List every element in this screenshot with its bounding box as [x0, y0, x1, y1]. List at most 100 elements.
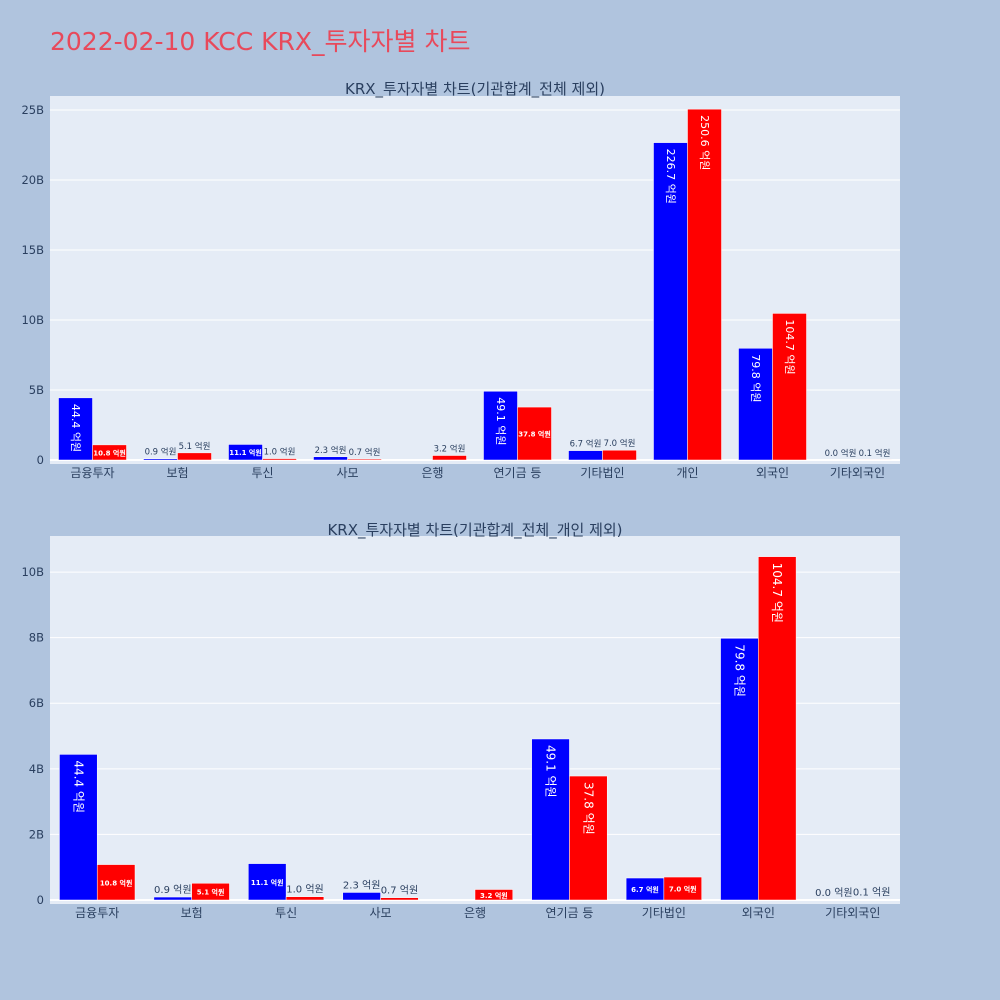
y-tick-label-1-0: 0 [37, 893, 44, 907]
y-tick-label-0-0: 0 [37, 453, 44, 467]
bar-0-0-7 [653, 142, 688, 461]
x-tick-label-1-7: 외국인 [742, 906, 775, 920]
data-label-1-0-1: 0.9 억원 [154, 884, 191, 896]
bar-1-1-2 [285, 896, 325, 901]
data-label-0-1-6: 7.0 억원 [604, 438, 636, 449]
y-tick-label-0-3: 15B [21, 243, 44, 257]
bar-1-0-0 [59, 754, 98, 901]
data-label-0-0-9: 0.0 억원 [825, 448, 857, 459]
bar-0-0-5 [483, 391, 518, 461]
x-tick-label-1-6: 기타법인 [642, 906, 686, 920]
page-title: 2022-02-10 KCC KRX_투자자별 차트 [50, 27, 471, 56]
data-label-0-0-8: 79.8 억원 [749, 354, 762, 402]
y-tick-label-1-1: 2B [29, 827, 44, 841]
data-label-1-0-5: 49.1 억원 [544, 745, 558, 798]
bar-0-1-2 [262, 458, 297, 461]
bar-0-1-7 [687, 108, 722, 461]
chart-title-1: KRX_투자자별 차트(기관합계_전체_개인 제외) [327, 521, 622, 540]
bar-1-0-2 [248, 863, 287, 901]
y-tick-label-0-5: 25B [21, 103, 44, 117]
bar-1-1-3 [380, 897, 419, 901]
x-tick-label-0-2: 투신 [251, 466, 273, 480]
bar-0-1-4 [432, 455, 467, 461]
x-tick-label-0-6: 기타법인 [580, 466, 624, 480]
y-tick-label-1-3: 6B [29, 696, 44, 710]
bar-1-1-7 [758, 556, 797, 901]
x-tick-label-0-4: 은행 [421, 465, 443, 480]
data-label-1-0-6: 6.7 억원 [631, 885, 659, 894]
bar-0-0-2 [228, 444, 263, 461]
data-label-1-0-3: 2.3 억원 [343, 879, 380, 891]
bar-0-1-3 [347, 458, 382, 461]
data-label-1-1-0: 10.8 억원 [100, 878, 133, 887]
bar-1-1-1 [191, 883, 230, 901]
bar-0-1-8 [772, 313, 807, 461]
x-tick-label-1-0: 금융투자 [75, 906, 119, 920]
bar-1-1-6 [663, 876, 702, 901]
bar-1-0-5 [531, 738, 570, 901]
x-tick-label-0-8: 외국인 [756, 466, 789, 480]
data-label-0-0-7: 226.7 억원 [664, 149, 677, 204]
bar-0-1-5 [517, 406, 552, 461]
x-tick-label-0-0: 금융투자 [70, 466, 114, 480]
data-label-0-1-3: 0.7 억원 [349, 447, 381, 458]
x-tick-label-0-7: 개인 [676, 466, 698, 480]
data-label-1-1-4: 3.2 억원 [480, 891, 508, 900]
y-tick-label-0-4: 20B [21, 173, 44, 187]
data-label-0-0-2: 11.1 억원 [229, 448, 262, 457]
x-tick-label-1-8: 기타외국인 [825, 906, 880, 920]
bar-1-1-0 [96, 864, 136, 901]
x-tick-label-1-5: 연기금 등 [545, 906, 593, 920]
data-label-0-0-6: 6.7 억원 [570, 439, 602, 450]
bar-0-1-1 [177, 452, 212, 461]
data-label-0-1-4: 3.2 억원 [434, 444, 466, 455]
x-tick-label-1-2: 투신 [275, 906, 297, 920]
y-tick-label-1-5: 10B [21, 565, 44, 579]
x-tick-label-0-3: 사모 [336, 466, 358, 480]
bar-0-0-0 [58, 397, 93, 461]
data-label-0-1-5: 37.8 억원 [518, 430, 551, 439]
chart-title-0: KRX_투자자별 차트(기관합계_전체 제외) [345, 80, 605, 99]
y-tick-label-0-1: 5B [29, 383, 44, 397]
x-tick-label-1-3: 사모 [370, 906, 392, 920]
y-tick-label-1-4: 8B [29, 631, 44, 645]
data-label-1-0-2: 11.1 억원 [251, 878, 284, 887]
bar-1-1-4 [474, 889, 514, 901]
bar-0-0-3 [313, 456, 348, 461]
data-label-0-1-2: 1.0 억원 [264, 447, 296, 458]
x-tick-label-0-5: 연기금 등 [494, 466, 542, 480]
y-tick-label-0-2: 10B [21, 313, 44, 327]
data-label-0-0-3: 2.3 억원 [315, 445, 347, 456]
data-label-1-1-1: 5.1 억원 [197, 888, 225, 897]
bar-0-1-0 [92, 444, 127, 461]
data-label-1-0-0: 44.4 억원 [71, 760, 85, 813]
bar-0-1-6 [602, 449, 637, 461]
data-label-0-1-7: 250.6 억원 [698, 115, 711, 170]
data-label-0-1-0: 10.8 억원 [93, 448, 126, 457]
data-label-1-1-6: 7.0 억원 [669, 885, 697, 894]
bar-0-0-8 [738, 348, 773, 461]
x-tick-label-0-9: 기타외국인 [830, 466, 885, 480]
data-label-0-0-5: 49.1 억원 [494, 397, 507, 445]
data-label-1-0-7: 79.8 억원 [732, 644, 746, 697]
bar-0-0-6 [568, 450, 603, 461]
data-label-1-1-2: 1.0 억원 [286, 884, 323, 896]
x-tick-label-1-1: 보험 [181, 906, 203, 920]
data-label-0-1-8: 104.7 억원 [783, 319, 796, 374]
data-label-1-1-3: 0.7 억원 [381, 885, 418, 897]
data-label-0-0-1: 0.9 억원 [145, 447, 177, 458]
data-label-1-1-5: 37.8 억원 [581, 782, 595, 835]
data-label-1-1-7: 104.7 억원 [770, 563, 784, 623]
data-label-0-0-0: 44.4 억원 [69, 404, 82, 452]
x-tick-label-1-4: 은행 [464, 905, 486, 920]
bar-1-0-1 [153, 896, 192, 901]
x-tick-label-0-1: 보험 [166, 466, 188, 480]
data-label-0-1-9: 0.1 억원 [859, 448, 891, 459]
y-tick-label-1-2: 4B [29, 762, 44, 776]
data-label-1-1-8: 0.1 억원 [853, 887, 890, 899]
bar-0-0-1 [143, 458, 178, 461]
data-label-0-1-1: 5.1 억원 [179, 441, 211, 452]
bar-1-0-7 [720, 638, 759, 901]
bar-1-1-5 [569, 775, 608, 901]
